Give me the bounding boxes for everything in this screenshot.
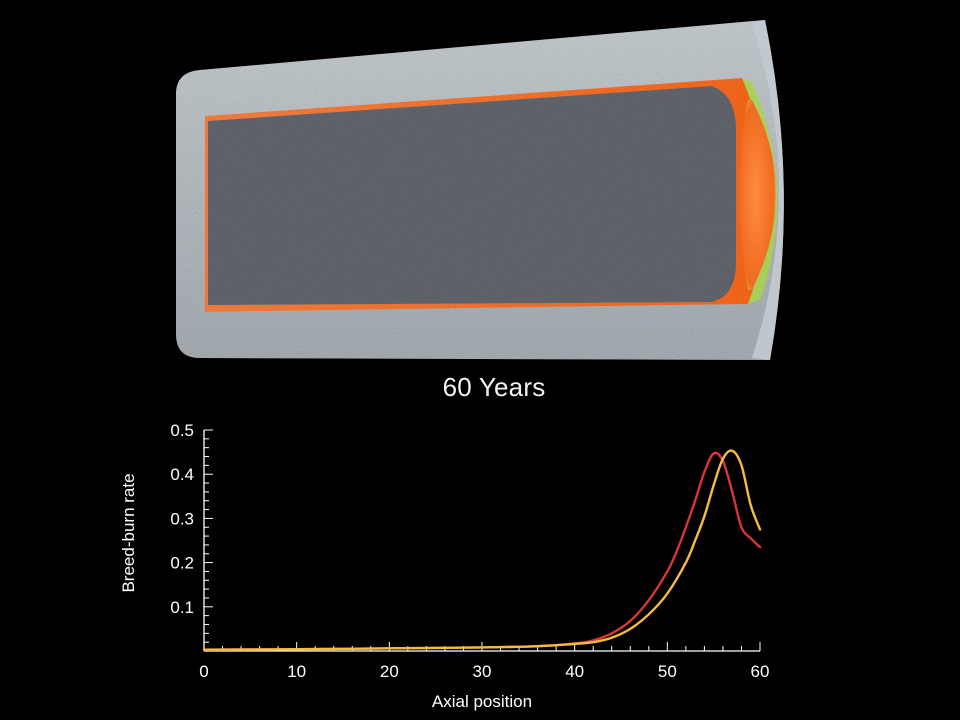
breed-burn-chart: 0 10 20 30 40 50 60 0.1 0.2 0.3 0.4 0.5 Axial posit… [119, 421, 769, 711]
x-tick-label: 20 [380, 662, 399, 681]
x-tick-label: 60 [751, 662, 770, 681]
chart-ticks [203, 429, 761, 651]
y-tick-label: 0.4 [170, 465, 194, 484]
x-tick-label: 40 [565, 662, 584, 681]
chart-axes [203, 430, 760, 652]
time-caption: 60 Years [442, 372, 546, 402]
chart-tick-labels: 0 10 20 30 40 50 60 0.1 0.2 0.3 0.4 0.5 [170, 421, 769, 681]
y-tick-label: 0.1 [170, 598, 194, 617]
x-tick-label: 30 [473, 662, 492, 681]
x-tick-label: 50 [658, 662, 677, 681]
cladding-end-face [752, 20, 784, 360]
x-tick-label: 0 [199, 662, 208, 681]
y-tick-label: 0.3 [170, 509, 194, 528]
burn-front-cap [739, 100, 776, 290]
y-tick-label: 0.2 [170, 554, 194, 573]
series-line-red [202, 451, 762, 651]
x-axis-label: Axial position [432, 692, 532, 711]
y-axis-label: Breed-burn rate [119, 473, 138, 592]
reactor-core-rendering [176, 20, 784, 360]
fuel-core-haze [208, 86, 736, 305]
series-line-yellow [202, 449, 762, 651]
fuel-core [208, 86, 736, 305]
y-tick-label: 0.5 [170, 421, 194, 440]
chart-series [202, 449, 762, 651]
x-tick-label: 10 [287, 662, 306, 681]
